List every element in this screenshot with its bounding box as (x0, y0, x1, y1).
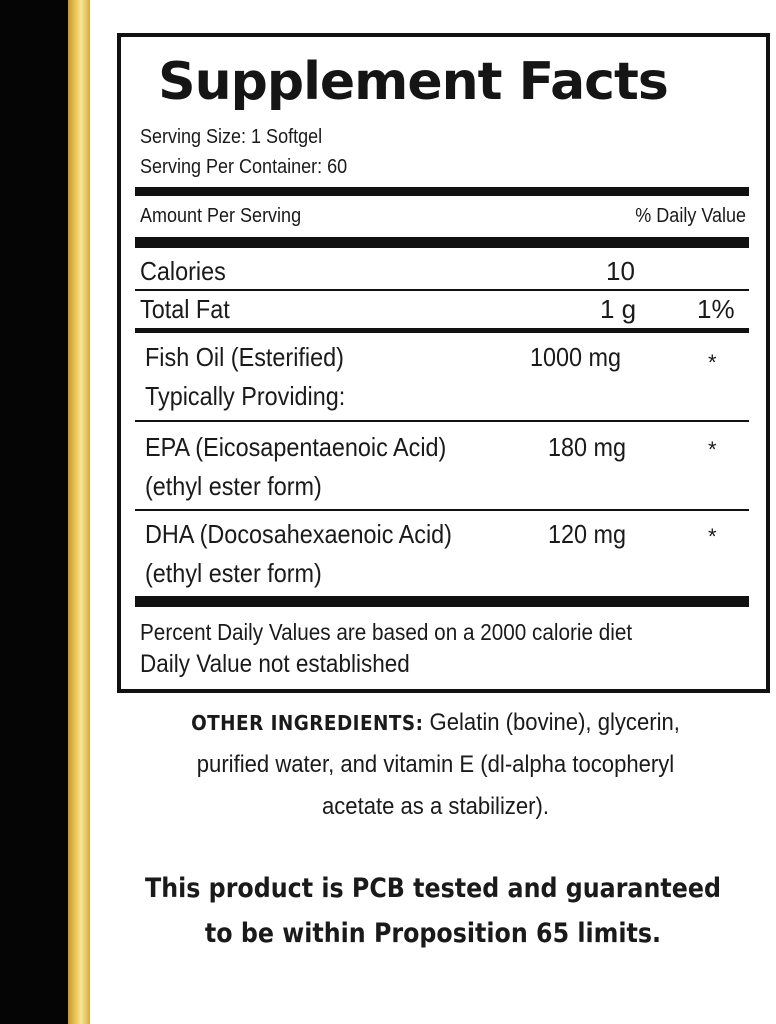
row-epa-amount: 180 mg (548, 432, 627, 462)
row-epa-dv: * (708, 437, 717, 462)
row-dha-dv: * (708, 524, 717, 549)
footnote-percent-dv: Percent Daily Values are based on a 2000… (140, 619, 633, 645)
thick-divider (135, 187, 749, 196)
pcb-statement: This product is PCB tested and guarantee… (131, 866, 735, 956)
daily-value-header: % Daily Value (635, 205, 746, 227)
servings-per-container: Serving Per Container: 60 (140, 156, 348, 178)
thick-divider (135, 237, 749, 248)
serving-size: Serving Size: 1 Softgel (140, 126, 323, 148)
row-total-fat-dv: 1% (697, 294, 735, 324)
thin-divider (135, 289, 749, 291)
row-epa-name: EPA (Eicosapentaenoic Acid) (145, 432, 447, 462)
black-side-stripe (0, 0, 68, 1024)
other-ingredients: OTHER INGREDIENTS: Gelatin (bovine), gly… (122, 702, 749, 828)
amount-per-serving-header: Amount Per Serving (140, 205, 302, 227)
row-fish-oil-name: Fish Oil (Esterified) (145, 342, 344, 372)
gold-side-stripe (68, 0, 90, 1024)
footnote-dv-not-established: Daily Value not established (140, 650, 410, 678)
row-dha-name: DHA (Docosahexaenoic Acid) (145, 519, 452, 549)
row-fish-oil-sub: Typically Providing: (145, 381, 346, 411)
pcb-statement-line-2: to be within Proposition 65 limits. (204, 918, 662, 949)
thick-divider (135, 596, 749, 607)
panel-title: Supplement Facts (158, 52, 669, 112)
other-ingredients-text: Gelatin (bovine), glycerin, (423, 709, 680, 736)
row-epa-sub: (ethyl ester form) (145, 471, 322, 501)
row-total-fat-name: Total Fat (140, 294, 230, 324)
medium-divider (135, 328, 749, 333)
row-calories-amount: 10 (606, 256, 635, 286)
supplement-facts-panel (117, 33, 770, 693)
pcb-statement-line-1: This product is PCB tested and guarantee… (145, 873, 721, 904)
row-fish-oil-amount: 1000 mg (530, 342, 622, 372)
row-total-fat-amount: 1 g (600, 294, 637, 324)
row-fish-oil-dv: * (708, 350, 717, 375)
other-ingredients-heading: OTHER INGREDIENTS: (191, 711, 424, 735)
thin-divider (135, 509, 749, 511)
other-ingredients-line-3: acetate as a stabilizer). (321, 793, 550, 820)
row-dha-sub: (ethyl ester form) (145, 558, 322, 588)
row-dha-amount: 120 mg (548, 519, 627, 549)
other-ingredients-line-2: purified water, and vitamin E (dl-alpha … (196, 751, 675, 778)
other-ingredients-line-1: OTHER INGREDIENTS: Gelatin (bovine), gly… (122, 702, 749, 744)
thin-divider (135, 420, 749, 422)
row-calories-name: Calories (140, 256, 226, 286)
